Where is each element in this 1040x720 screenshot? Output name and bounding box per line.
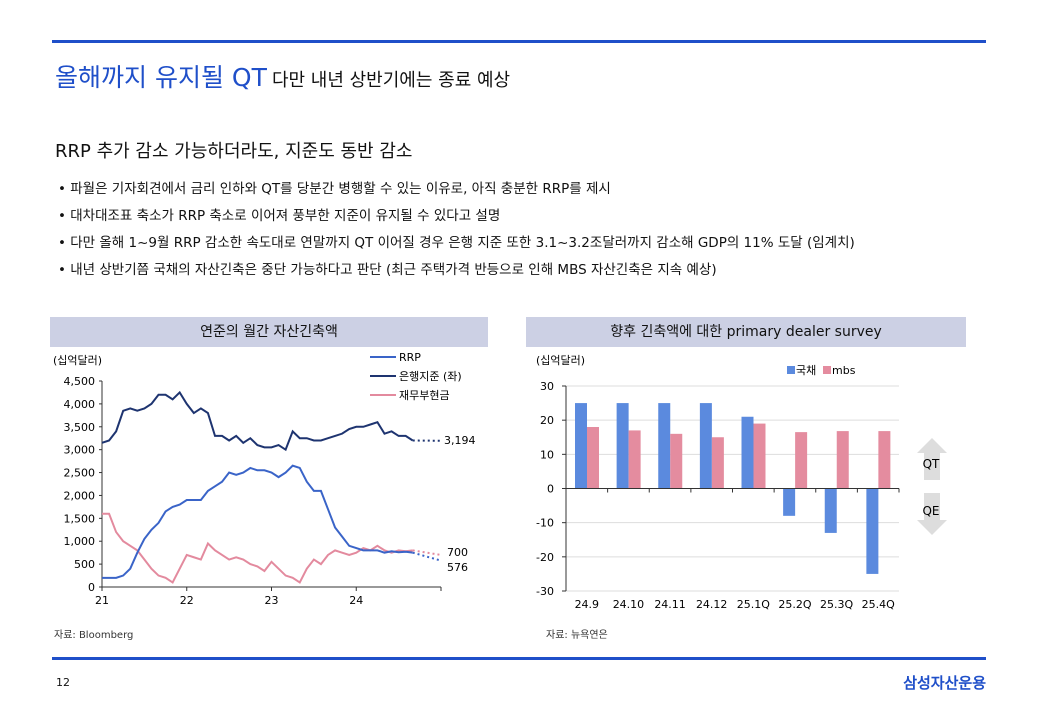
arrow-up-icon: [917, 438, 947, 480]
y-tick-label: -10: [536, 517, 554, 530]
x-tick-label: 21: [95, 594, 109, 607]
y-tick-label: 30: [540, 380, 554, 393]
bullet-item: • 내년 상반기쯤 국채의 자산긴축은 중단 가능하다고 판단 (최근 주택가격…: [58, 262, 717, 278]
legend-label: 재무부현금: [399, 389, 450, 402]
bar-국채-25.4Q: [866, 488, 879, 574]
x-tick-label: 24.9: [575, 598, 600, 611]
qe-label: QE: [922, 504, 939, 518]
page-number: 12: [56, 676, 70, 689]
y-tick-label: -30: [536, 585, 554, 598]
y-unit-label: (십억달러): [536, 354, 585, 367]
y-tick-label: 10: [540, 448, 554, 461]
legend-swatch: [823, 366, 831, 374]
x-tick-label: 24.12: [696, 598, 728, 611]
x-tick-label: 24: [349, 594, 363, 607]
y-tick-label: 1,000: [64, 535, 96, 548]
page-title: 올해까지 유지될 QT 다만 내년 상반기에는 종료 예상: [55, 58, 510, 94]
y-tick-label: 0: [88, 581, 95, 594]
projection-line-0: [412, 551, 442, 562]
y-unit-label: (십억달러): [53, 354, 102, 367]
projection-line-2: [412, 549, 442, 556]
legend-label: mbs: [832, 364, 856, 377]
bar-국채-24.11: [658, 403, 671, 489]
x-tick-label: 25.1Q: [737, 598, 770, 611]
bar-mbs-24.11: [670, 433, 683, 489]
bottom-rule: [52, 657, 986, 660]
left-chart-title: 연준의 월간 자산긴축액: [50, 317, 488, 347]
y-tick-label: 4,000: [64, 398, 96, 411]
legend-label: RRP: [399, 351, 421, 364]
y-tick-label: 0: [547, 483, 554, 496]
right-source: 자료: 뉴욕연은: [546, 630, 608, 641]
bar-국채-24.10: [616, 403, 629, 489]
bullet-list: • 파월은 기자회견에서 금리 인하와 QT를 당분간 병행할 수 있는 이유로…: [58, 176, 855, 284]
y-tick-label: 3,500: [64, 421, 96, 434]
legend-label: 국채: [796, 364, 816, 377]
top-rule: [52, 40, 986, 43]
bar-mbs-25.1Q: [753, 423, 766, 489]
right-chart-title: 향후 긴축액에 대한 primary dealer survey: [526, 317, 966, 347]
y-tick-label: 2,500: [64, 467, 96, 480]
x-tick-label: 25.2Q: [778, 598, 811, 611]
bullet-item: • 대차대조표 축소가 RRP 축소로 이어져 풍부한 지준이 유지될 수 있다…: [58, 208, 501, 224]
brand-logo: 삼성자산운용: [903, 674, 986, 692]
projection-label-reserves: 3,194: [444, 434, 476, 447]
projection-label-tga: 700: [447, 546, 468, 559]
bar-mbs-24.9: [587, 427, 599, 489]
x-tick-label: 23: [265, 594, 279, 607]
arrow-down-icon: [917, 493, 947, 535]
bullet-item: • 다만 올해 1~9월 RRP 감소한 속도대로 연말까지 QT 이어질 경우…: [58, 235, 855, 251]
title-main: 올해까지 유지될 QT: [55, 63, 267, 92]
y-tick-label: 1,500: [64, 512, 96, 525]
y-tick-label: 20: [540, 414, 554, 427]
bar-mbs-25.2Q: [795, 432, 808, 489]
bar-mbs-24.12: [711, 437, 724, 489]
bar-mbs-24.10: [628, 430, 641, 489]
y-tick-label: 4,500: [64, 375, 96, 388]
bar-국채-25.3Q: [824, 488, 837, 533]
series-line-1: [101, 390, 414, 452]
y-tick-label: 2,000: [64, 489, 96, 502]
x-tick-label: 22: [180, 594, 194, 607]
x-tick-label: 25.3Q: [820, 598, 853, 611]
bar-국채-24.9: [575, 403, 587, 489]
bar-mbs-25.4Q: [878, 431, 891, 489]
y-tick-label: 500: [74, 558, 95, 571]
legend-label: 은행지준 (좌): [399, 370, 462, 383]
bar-국채-25.2Q: [783, 488, 796, 516]
bar-국채-25.1Q: [741, 416, 754, 489]
x-tick-label: 25.4Q: [862, 598, 895, 611]
series-line-2: [102, 512, 413, 584]
left-source: 자료: Bloomberg: [54, 630, 134, 641]
section-subtitle: RRP 추가 감소 가능하더라도, 지준도 동반 감소: [55, 141, 413, 162]
bar-국채-24.12: [699, 403, 712, 489]
bar-mbs-25.3Q: [836, 431, 849, 489]
x-tick-label: 24.11: [654, 598, 686, 611]
y-tick-label: -20: [536, 551, 554, 564]
qt-label: QT: [923, 457, 940, 471]
x-tick-label: 24.10: [613, 598, 645, 611]
title-sub: 다만 내년 상반기에는 종료 예상: [271, 70, 511, 91]
bullet-item: • 파월은 기자회견에서 금리 인하와 QT를 당분간 병행할 수 있는 이유로…: [58, 181, 611, 197]
projection-label-rrp: 576: [447, 561, 468, 574]
y-tick-label: 3,000: [64, 444, 96, 457]
series-line-0: [102, 464, 413, 579]
legend-swatch: [787, 366, 795, 374]
